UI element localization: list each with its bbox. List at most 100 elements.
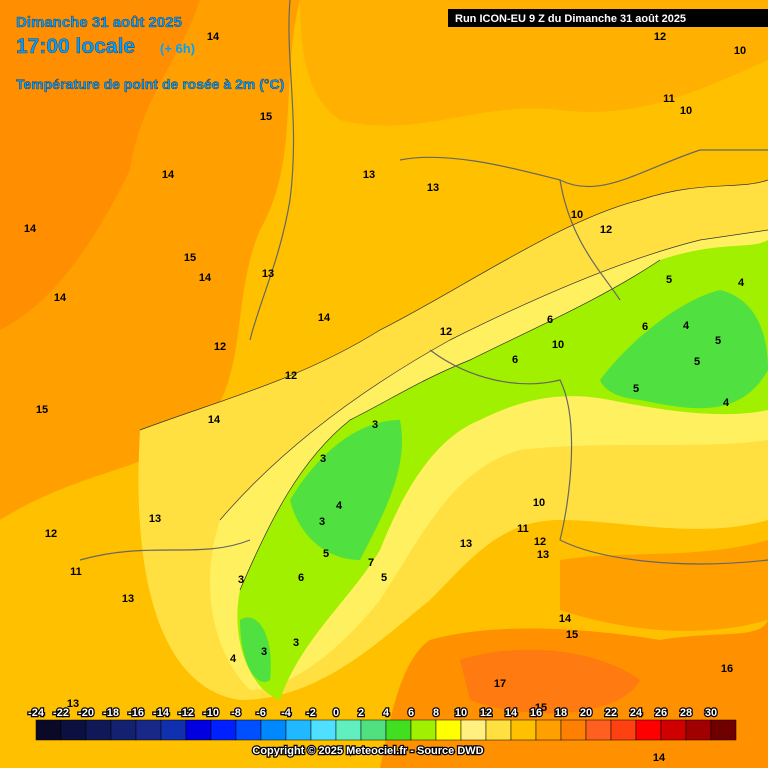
contour-label: 12 <box>214 341 226 353</box>
colorbar-box <box>460 719 487 741</box>
colorbar-label: 4 <box>383 707 390 719</box>
contour <box>139 179 768 431</box>
contour-label: 14 <box>208 414 221 426</box>
contour-label: 11 <box>70 566 82 578</box>
border <box>79 0 768 565</box>
contour-label: 3 <box>261 646 267 658</box>
contour-label: 17 <box>494 678 506 690</box>
colorbar-label: -24 <box>28 707 45 719</box>
colorbar-label: -22 <box>53 707 69 719</box>
contour-label: 5 <box>666 274 672 286</box>
contour-label: 10 <box>680 105 692 117</box>
contour-label: 11 <box>517 523 529 535</box>
colorbar-label: -12 <box>178 707 194 719</box>
colorbar-label: 0 <box>333 707 339 719</box>
contour-label: 14 <box>24 223 37 235</box>
contour-label: 6 <box>298 572 304 584</box>
contour-label: 12 <box>440 326 452 338</box>
contour-label: 4 <box>230 653 237 665</box>
colorbar-label: -6 <box>256 707 266 719</box>
contour-label: 13 <box>149 513 161 525</box>
contour-label: 5 <box>381 572 387 584</box>
colorbar-box <box>185 719 212 741</box>
colorbar-box <box>335 719 362 741</box>
contour-label: 11 <box>663 93 675 105</box>
region <box>560 540 768 631</box>
colorbar-box <box>235 719 262 741</box>
colorbar-label: 26 <box>655 707 667 719</box>
contour <box>219 229 768 521</box>
contour-label: 15 <box>260 111 272 123</box>
colorbar-box <box>585 719 612 741</box>
contour-label: 12 <box>285 370 297 382</box>
colorbar-label: 12 <box>480 707 492 719</box>
region <box>300 0 768 126</box>
colorbar-label: -18 <box>103 707 119 719</box>
time: 17:00 locale <box>16 35 135 58</box>
contour-label: 14 <box>207 31 220 43</box>
colorbar-box <box>360 719 387 741</box>
contour-label: 14 <box>199 272 212 284</box>
contour-label: 16 <box>721 663 733 675</box>
contour-label: 6 <box>547 314 553 326</box>
colorbar-label: -20 <box>78 707 94 719</box>
colorbar-box <box>610 719 637 741</box>
colorbar-label: 8 <box>433 707 439 719</box>
contour-label: 6 <box>642 321 648 333</box>
contour-label: 14 <box>559 613 572 625</box>
colorbar-label: -14 <box>153 707 170 719</box>
contour-label: 13 <box>122 593 134 605</box>
colorbar-label: 20 <box>580 707 592 719</box>
contour-label: 15 <box>566 629 578 641</box>
contour-label: 3 <box>320 453 326 465</box>
colorbar-label: 30 <box>705 707 717 719</box>
lead: (+ 6h) <box>160 41 195 56</box>
colorbar-box <box>310 719 337 741</box>
contour-label: 5 <box>633 383 639 395</box>
contour-label: 14 <box>653 752 666 764</box>
colorbar-box <box>60 719 87 741</box>
contour-label: 3 <box>238 574 244 586</box>
contour-label: 13 <box>67 698 79 710</box>
colorbar-label: 6 <box>408 707 414 719</box>
contour-label: 13 <box>427 182 439 194</box>
colorbar-box <box>535 719 562 741</box>
date: Dimanche 31 août 2025 <box>16 14 182 31</box>
region <box>600 290 768 409</box>
contour-label: 3 <box>372 419 378 431</box>
contour-label: 10 <box>533 497 545 509</box>
colorbar-box <box>385 719 412 741</box>
colorbar-box <box>660 719 687 741</box>
colorbar-label: 10 <box>455 707 467 719</box>
colorbar-label: -8 <box>231 707 241 719</box>
colorbar-box <box>685 719 712 741</box>
contour-label: 7 <box>368 557 374 569</box>
colorbar-label: -4 <box>281 707 292 719</box>
colorbar-label: 28 <box>680 707 692 719</box>
contour-label: 14 <box>162 169 175 181</box>
contour-label: 6 <box>512 354 518 366</box>
colorbar-box <box>560 719 587 741</box>
contour-label: 4 <box>723 397 730 409</box>
colorbar-box <box>260 719 287 741</box>
colorbar-box <box>410 719 437 741</box>
region <box>240 617 271 682</box>
colorbar-box <box>210 719 237 741</box>
contour-label: 5 <box>323 548 329 560</box>
contour-label: 15 <box>36 404 48 416</box>
colorbar-box <box>510 719 537 741</box>
colorbar-box <box>135 719 162 741</box>
contour-label: 4 <box>336 500 343 512</box>
parameter: Température de point de rosée à 2m (°C) <box>16 76 284 92</box>
contour-label: 3 <box>319 516 325 528</box>
contour-label: 13 <box>262 268 274 280</box>
colorbar-label: 2 <box>358 707 364 719</box>
contour-label: 10 <box>734 45 746 57</box>
run: Run ICON-EU 9 Z du Dimanche 31 août 2025 <box>455 13 686 25</box>
colorbar-box <box>435 719 462 741</box>
contour-label: 13 <box>460 538 472 550</box>
colorbar-box <box>85 719 112 741</box>
contour-label: 14 <box>318 312 331 324</box>
